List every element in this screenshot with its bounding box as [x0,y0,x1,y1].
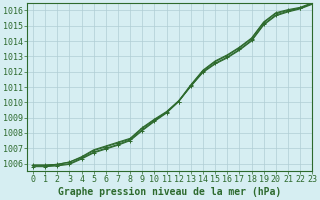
X-axis label: Graphe pression niveau de la mer (hPa): Graphe pression niveau de la mer (hPa) [58,187,281,197]
